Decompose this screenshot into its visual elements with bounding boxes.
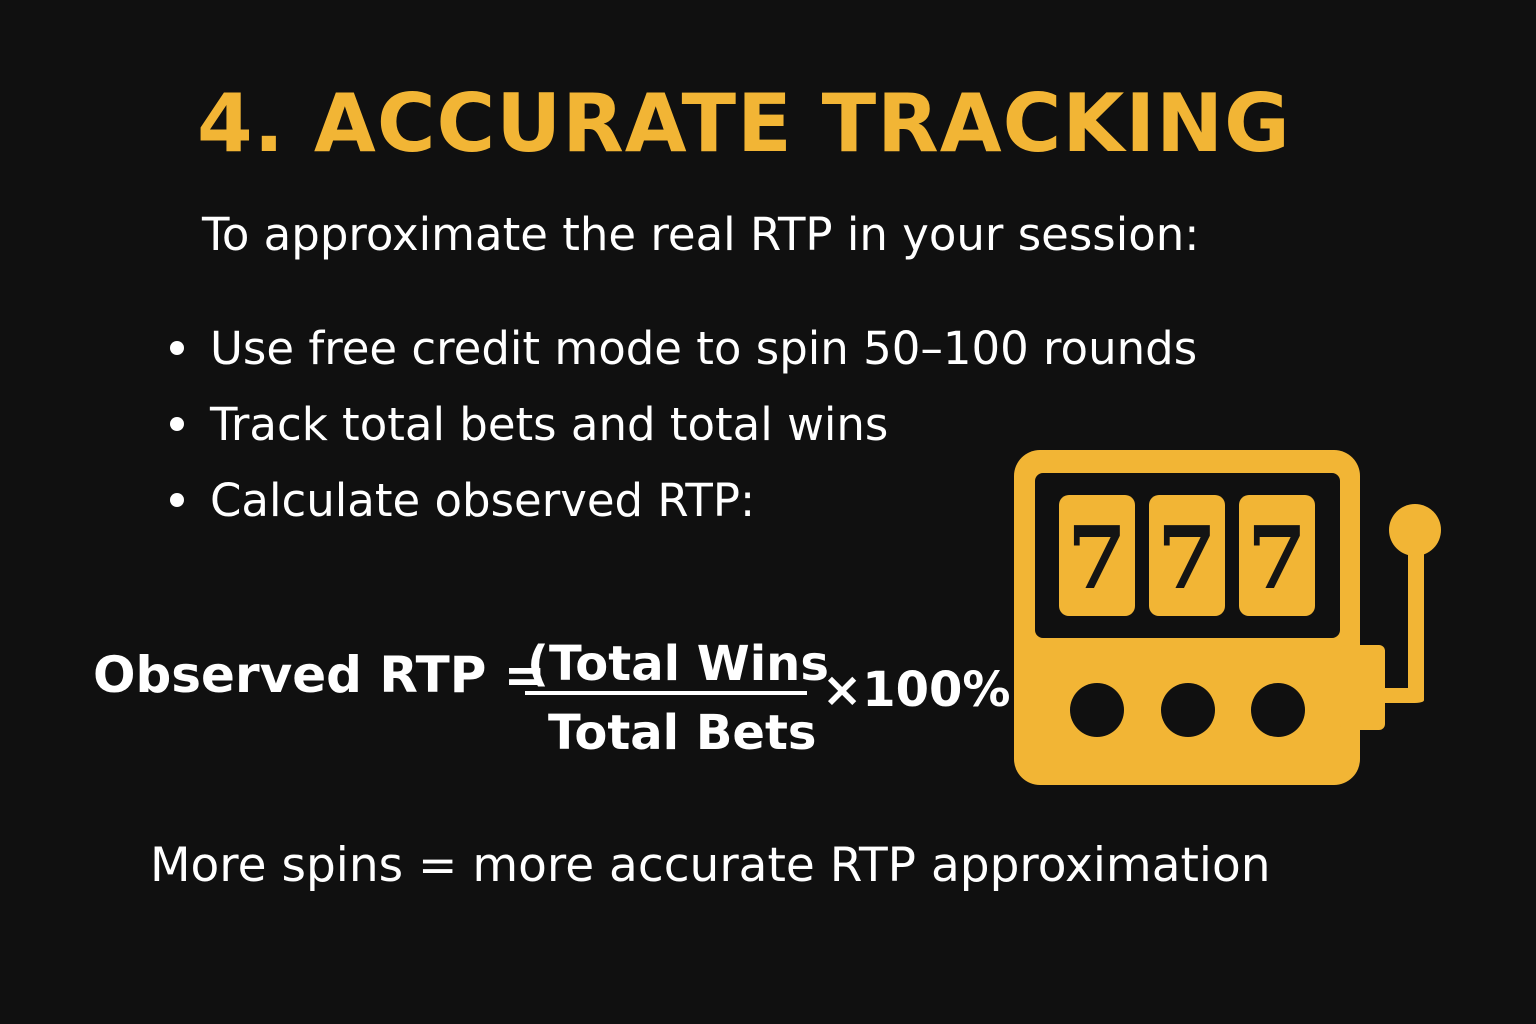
reel-symbol: 7 [1247, 508, 1307, 609]
reel-symbol: 7 [1067, 508, 1127, 609]
list-item: Track total bets and total wins [170, 402, 888, 447]
reel [1239, 495, 1315, 616]
formula-denominator: Total Bets [548, 705, 817, 761]
button-icon [1161, 683, 1215, 737]
reel-symbol: 7 [1157, 508, 1217, 609]
subtitle: To approximate the real RTP in your sess… [202, 208, 1200, 261]
button-icon [1251, 683, 1305, 737]
list-item-text: Use free credit mode to spin 50–100 roun… [210, 322, 1198, 375]
list-item: Calculate observed RTP: [170, 478, 755, 523]
formula-lhs: Observed RTP = [93, 646, 546, 704]
bullet-icon [170, 417, 184, 431]
list-item-text: Calculate observed RTP: [210, 474, 756, 527]
bullet-icon [170, 341, 184, 355]
formula-numerator: (Total Wins [527, 636, 829, 692]
button-icon [1070, 683, 1124, 737]
list-item: Use free credit mode to spin 50–100 roun… [170, 326, 1197, 371]
fraction-line [525, 691, 807, 695]
bullet-icon [170, 493, 184, 507]
reel [1059, 495, 1135, 616]
footer-note: More spins = more accurate RTP approxima… [150, 838, 1271, 893]
list-item-text: Track total bets and total wins [210, 398, 889, 451]
formula-multiplier: ×100% [822, 662, 1011, 718]
reel [1149, 495, 1225, 616]
page-title: 4. ACCURATE TRACKING [197, 77, 1291, 170]
